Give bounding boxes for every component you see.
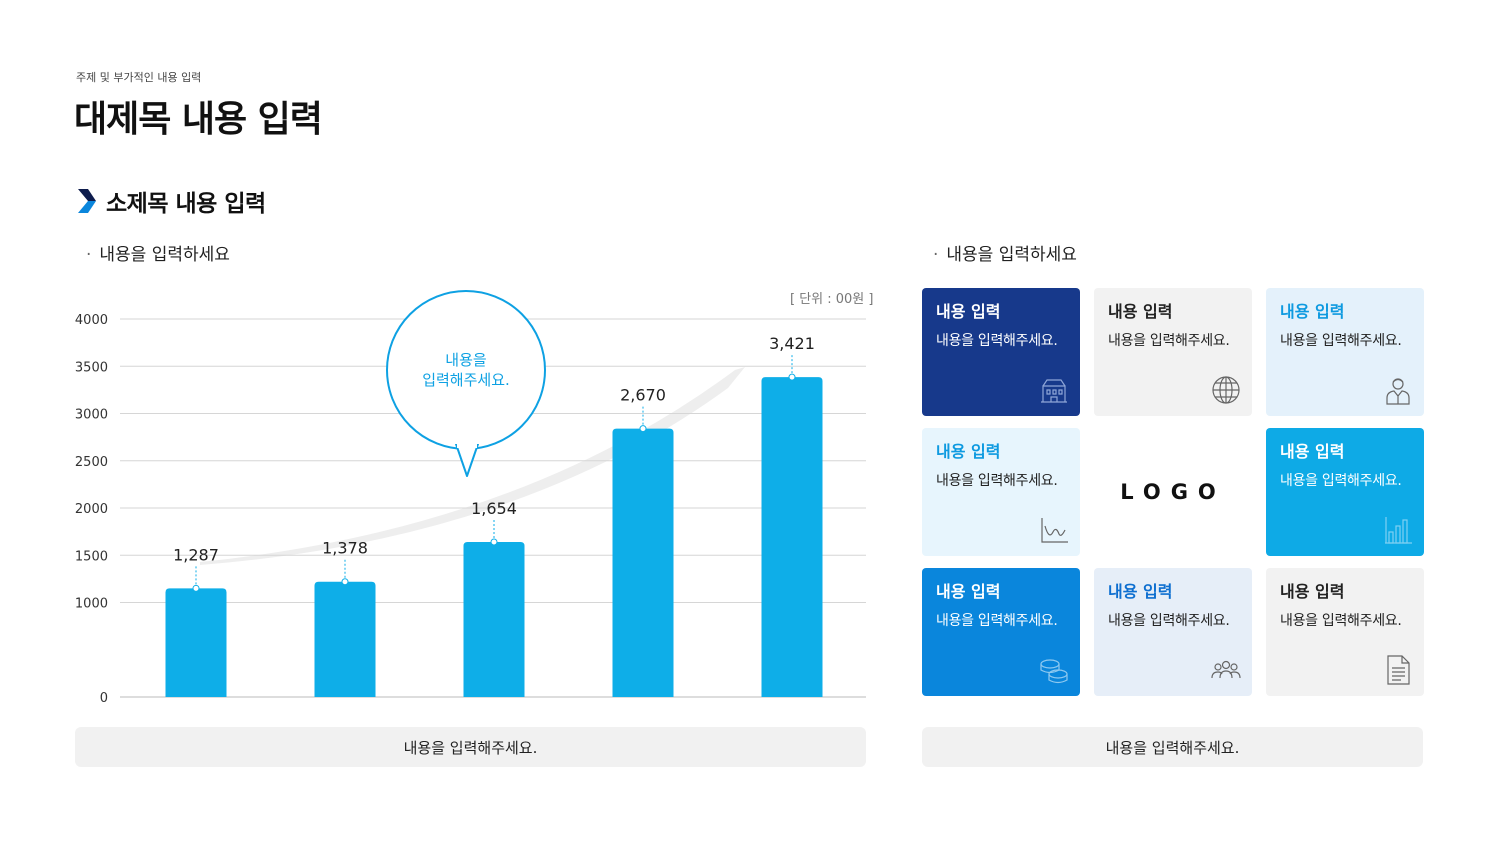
right-bullet: · 내용을 입력하세요 — [933, 245, 1077, 265]
building-icon — [1041, 379, 1067, 403]
right-caption: 내용을 입력해주세요. — [922, 727, 1423, 767]
people-icon — [1211, 660, 1241, 679]
page-title: 대제목 내용 입력 — [74, 99, 323, 140]
coins-icon — [1040, 659, 1068, 684]
left-bullet-text: 내용을 입력하세요 — [99, 245, 230, 265]
globe-icon — [1212, 376, 1240, 404]
card-body: 내용을 입력해주세요. — [1280, 613, 1402, 629]
callout-tail — [455, 444, 479, 477]
card-body: 내용을 입력해주세요. — [936, 473, 1058, 489]
card-body: 내용을 입력해주세요. — [1280, 333, 1402, 349]
value-marker — [639, 425, 647, 433]
card-3[interactable]: 내용 입력 내용을 입력해주세요. — [1266, 288, 1424, 416]
y-tick-label: 3500 — [75, 360, 108, 375]
card-7[interactable]: 내용 입력 내용을 입력해주세요. — [1094, 568, 1252, 696]
document-icon — [1387, 655, 1410, 685]
y-tick-label: 2500 — [75, 455, 108, 470]
y-tick-label: 1000 — [75, 597, 108, 612]
y-tick-label: 3000 — [75, 408, 108, 423]
card-title: 내용 입력 — [1280, 582, 1345, 601]
callout-line-1: 내용을 — [445, 351, 487, 369]
chevron-arrow-icon — [78, 189, 96, 213]
bar-chart-icon — [1385, 517, 1412, 544]
card-2[interactable]: 내용 입력 내용을 입력해주세요. — [1094, 288, 1252, 416]
value-marker — [788, 373, 796, 381]
data-label: 2,670 — [620, 386, 666, 405]
bar — [165, 588, 227, 697]
card-title: 내용 입력 — [1280, 302, 1345, 321]
y-tick-label: 1500 — [75, 549, 108, 564]
card-title: 내용 입력 — [1108, 302, 1173, 321]
card-body: 내용을 입력해주세요. — [1280, 473, 1402, 489]
left-caption: 내용을 입력해주세요. — [75, 727, 866, 767]
card-5[interactable]: 내용 입력 내용을 입력해주세요. — [1266, 428, 1424, 556]
person-icon — [1386, 378, 1410, 405]
bar — [463, 542, 525, 697]
value-marker — [192, 584, 200, 592]
y-tick-label: 4000 — [75, 313, 108, 328]
card-title: 내용 입력 — [936, 442, 1001, 461]
line-chart-icon — [1041, 518, 1068, 543]
card-body: 내용을 입력해주세요. — [1108, 613, 1230, 629]
value-marker — [490, 538, 498, 546]
bar-chart: 0 1000 1500 2000 2500 3000 3500 4000 1,287 1,378 1… — [75, 313, 866, 706]
section-heading: 소제목 내용 입력 — [76, 184, 266, 218]
y-tick-label: 2000 — [75, 502, 108, 517]
card-body: 내용을 입력해주세요. — [936, 613, 1058, 629]
card-title: 내용 입력 — [936, 582, 1001, 601]
data-label: 3,421 — [769, 334, 815, 353]
bar — [612, 428, 674, 697]
data-label: 1,378 — [322, 539, 368, 558]
value-marker — [341, 578, 349, 586]
card-8[interactable]: 내용 입력 내용을 입력해주세요. — [1266, 568, 1424, 696]
card-1[interactable]: 내용 입력 내용을 입력해주세요. — [922, 288, 1080, 416]
bar — [761, 377, 823, 697]
card-title: 내용 입력 — [1280, 442, 1345, 461]
card-4[interactable]: 내용 입력 내용을 입력해주세요. — [922, 428, 1080, 556]
data-label: 1,287 — [173, 545, 219, 564]
unit-label: [ 단위 : 00원 ] — [790, 292, 874, 307]
card-title: 내용 입력 — [936, 302, 1001, 321]
left-bullet: · 내용을 입력하세요 — [86, 245, 230, 265]
right-bullet-text: 내용을 입력하세요 — [946, 245, 1077, 265]
data-label: 1,654 — [471, 499, 517, 518]
bar — [314, 581, 376, 697]
card-title: 내용 입력 — [1108, 582, 1173, 601]
card-6[interactable]: 내용 입력 내용을 입력해주세요. — [922, 568, 1080, 696]
supertitle: 주제 및 부가적인 내용 입력 — [76, 71, 202, 84]
y-tick-label: 0 — [100, 691, 108, 706]
card-body: 내용을 입력해주세요. — [936, 333, 1058, 349]
section-title: 소제목 내용 입력 — [106, 191, 266, 217]
callout-line-2: 입력해주세요. — [422, 371, 510, 389]
callout-bubble: 내용을 입력해주세요. — [386, 290, 546, 450]
card-body: 내용을 입력해주세요. — [1108, 333, 1230, 349]
logo: LOGO — [1120, 480, 1226, 504]
